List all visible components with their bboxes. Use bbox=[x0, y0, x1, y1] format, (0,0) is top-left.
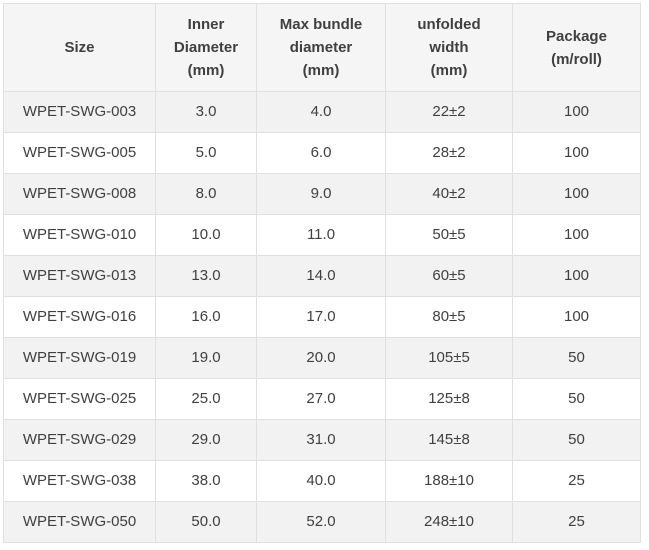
cell-unfolded-width: 188±10 bbox=[385, 460, 513, 502]
table-row: WPET-SWG-003 3.0 4.0 22±2 100 bbox=[3, 91, 641, 133]
cell-inner-diameter: 10.0 bbox=[155, 214, 257, 256]
cell-package: 25 bbox=[512, 501, 641, 543]
cell-package: 100 bbox=[512, 173, 641, 215]
cell-inner-diameter: 38.0 bbox=[155, 460, 257, 502]
cell-max-bundle-diameter: 27.0 bbox=[256, 378, 386, 420]
cell-unfolded-width: 145±8 bbox=[385, 419, 513, 461]
product-spec-table: Size Inner Diameter (mm) Max bundle diamet… bbox=[3, 3, 641, 543]
cell-max-bundle-diameter: 4.0 bbox=[256, 91, 386, 133]
column-header-unfolded-width: unfolded width (mm) bbox=[385, 3, 513, 92]
table-row: WPET-SWG-010 10.0 11.0 50±5 100 bbox=[3, 214, 641, 256]
cell-package: 100 bbox=[512, 255, 641, 297]
table-row: WPET-SWG-025 25.0 27.0 125±8 50 bbox=[3, 378, 641, 420]
cell-package: 50 bbox=[512, 419, 641, 461]
cell-max-bundle-diameter: 40.0 bbox=[256, 460, 386, 502]
cell-package: 25 bbox=[512, 460, 641, 502]
cell-unfolded-width: 50±5 bbox=[385, 214, 513, 256]
cell-inner-diameter: 16.0 bbox=[155, 296, 257, 338]
column-header-inner-diameter: Inner Diameter (mm) bbox=[155, 3, 257, 92]
cell-inner-diameter: 50.0 bbox=[155, 501, 257, 543]
table-body: WPET-SWG-003 3.0 4.0 22±2 100 WPET-SWG-005 5.0… bbox=[3, 91, 641, 543]
cell-package: 100 bbox=[512, 296, 641, 338]
table-row: WPET-SWG-005 5.0 6.0 28±2 100 bbox=[3, 132, 641, 174]
cell-unfolded-width: 40±2 bbox=[385, 173, 513, 215]
cell-unfolded-width: 28±2 bbox=[385, 132, 513, 174]
cell-inner-diameter: 8.0 bbox=[155, 173, 257, 215]
cell-inner-diameter: 29.0 bbox=[155, 419, 257, 461]
table-row: WPET-SWG-019 19.0 20.0 105±5 50 bbox=[3, 337, 641, 379]
cell-max-bundle-diameter: 52.0 bbox=[256, 501, 386, 543]
cell-package: 100 bbox=[512, 91, 641, 133]
cell-inner-diameter: 13.0 bbox=[155, 255, 257, 297]
cell-size: WPET-SWG-010 bbox=[3, 214, 156, 256]
cell-size: WPET-SWG-025 bbox=[3, 378, 156, 420]
table-row: WPET-SWG-029 29.0 31.0 145±8 50 bbox=[3, 419, 641, 461]
cell-size: WPET-SWG-003 bbox=[3, 91, 156, 133]
table-row: WPET-SWG-038 38.0 40.0 188±10 25 bbox=[3, 460, 641, 502]
cell-max-bundle-diameter: 6.0 bbox=[256, 132, 386, 174]
cell-inner-diameter: 5.0 bbox=[155, 132, 257, 174]
cell-size: WPET-SWG-005 bbox=[3, 132, 156, 174]
table-row: WPET-SWG-050 50.0 52.0 248±10 25 bbox=[3, 501, 641, 543]
cell-max-bundle-diameter: 20.0 bbox=[256, 337, 386, 379]
cell-size: WPET-SWG-038 bbox=[3, 460, 156, 502]
cell-unfolded-width: 248±10 bbox=[385, 501, 513, 543]
header-row: Size Inner Diameter (mm) Max bundle diamet… bbox=[3, 3, 641, 92]
column-header-size: Size bbox=[3, 3, 156, 92]
column-header-package: Package (m/roll) bbox=[512, 3, 641, 92]
cell-max-bundle-diameter: 17.0 bbox=[256, 296, 386, 338]
cell-size: WPET-SWG-016 bbox=[3, 296, 156, 338]
cell-max-bundle-diameter: 9.0 bbox=[256, 173, 386, 215]
cell-size: WPET-SWG-008 bbox=[3, 173, 156, 215]
cell-unfolded-width: 105±5 bbox=[385, 337, 513, 379]
cell-unfolded-width: 60±5 bbox=[385, 255, 513, 297]
cell-size: WPET-SWG-019 bbox=[3, 337, 156, 379]
cell-size: WPET-SWG-050 bbox=[3, 501, 156, 543]
column-header-max-bundle-diameter: Max bundle diameter (mm) bbox=[256, 3, 386, 92]
table-row: WPET-SWG-016 16.0 17.0 80±5 100 bbox=[3, 296, 641, 338]
cell-size: WPET-SWG-029 bbox=[3, 419, 156, 461]
cell-package: 50 bbox=[512, 337, 641, 379]
cell-inner-diameter: 25.0 bbox=[155, 378, 257, 420]
cell-package: 100 bbox=[512, 214, 641, 256]
cell-package: 100 bbox=[512, 132, 641, 174]
cell-size: WPET-SWG-013 bbox=[3, 255, 156, 297]
cell-unfolded-width: 80±5 bbox=[385, 296, 513, 338]
cell-unfolded-width: 22±2 bbox=[385, 91, 513, 133]
table-row: WPET-SWG-013 13.0 14.0 60±5 100 bbox=[3, 255, 641, 297]
cell-inner-diameter: 19.0 bbox=[155, 337, 257, 379]
cell-unfolded-width: 125±8 bbox=[385, 378, 513, 420]
table-row: WPET-SWG-008 8.0 9.0 40±2 100 bbox=[3, 173, 641, 215]
cell-package: 50 bbox=[512, 378, 641, 420]
cell-max-bundle-diameter: 11.0 bbox=[256, 214, 386, 256]
cell-inner-diameter: 3.0 bbox=[155, 91, 257, 133]
cell-max-bundle-diameter: 14.0 bbox=[256, 255, 386, 297]
cell-max-bundle-diameter: 31.0 bbox=[256, 419, 386, 461]
